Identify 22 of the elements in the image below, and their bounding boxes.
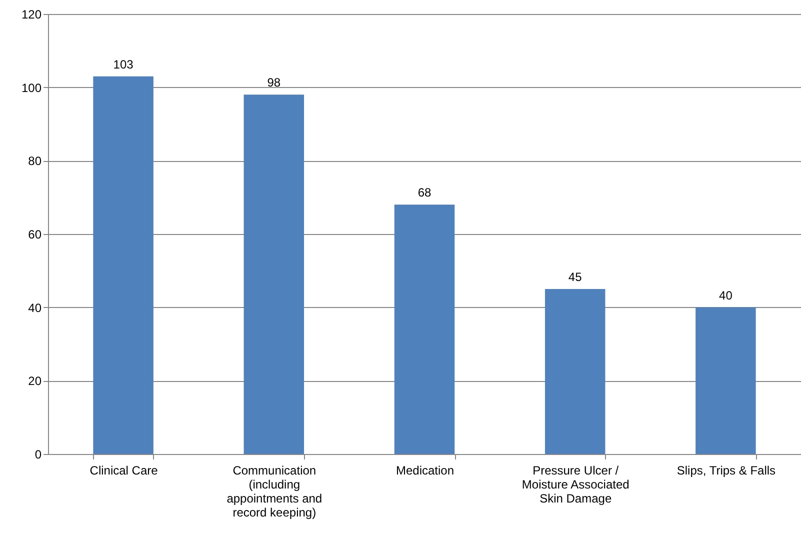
x-tick-label: Communication (including appointments and record keeping) <box>226 464 322 520</box>
x-tick-label: Slips, Trips & Falls <box>676 464 776 478</box>
x-tick-label: Pressure Ulcer / Moisture Associated Skin Damage <box>522 464 630 506</box>
bar <box>544 289 606 454</box>
y-tick-label: 80 <box>28 154 42 168</box>
data-label: 68 <box>418 186 432 200</box>
data-label: 45 <box>568 270 582 284</box>
bar <box>696 307 756 454</box>
y-tick-label: 20 <box>28 374 42 388</box>
data-label: 40 <box>719 288 733 302</box>
bar <box>93 76 154 454</box>
y-tick-label: 120 <box>21 8 42 22</box>
y-tick-label: 40 <box>28 300 42 315</box>
bar <box>244 94 304 454</box>
x-tick-label: Clinical Care <box>90 464 158 478</box>
data-label: 103 <box>113 57 134 72</box>
data-label: 98 <box>267 76 281 90</box>
y-tick-label: 0 <box>34 448 42 462</box>
y-tick-label: 100 <box>21 80 42 95</box>
x-tick-label: Medication <box>396 464 454 478</box>
y-tick-label: 60 <box>28 228 42 242</box>
bar <box>394 204 455 454</box>
